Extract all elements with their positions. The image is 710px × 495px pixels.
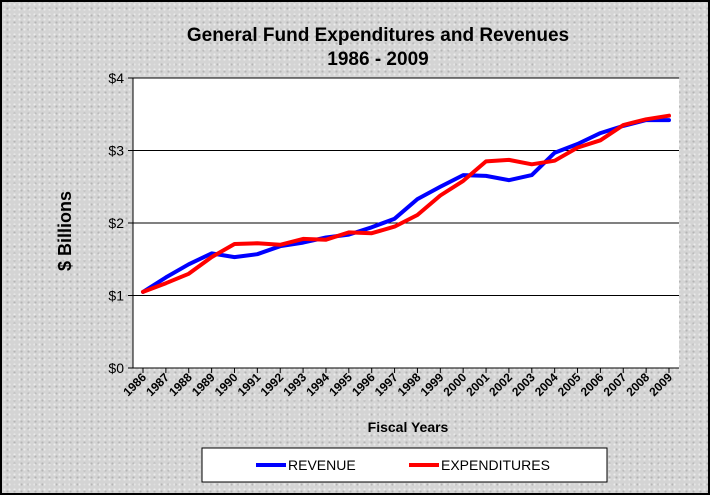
x-tick-label: 1987 xyxy=(143,370,172,399)
x-tick-label: 2008 xyxy=(623,370,652,399)
x-tick-label: 2003 xyxy=(509,370,538,399)
x-tick-label: 1995 xyxy=(326,370,355,399)
x-tick-label: 1986 xyxy=(120,370,149,399)
x-tick-label: 1994 xyxy=(303,370,332,399)
x-tick-label: 1988 xyxy=(166,370,195,399)
x-tick-label: 2007 xyxy=(601,370,630,399)
y-tick-label: $3 xyxy=(108,143,124,159)
x-tick-label: 2004 xyxy=(532,370,561,399)
x-tick-label: 1992 xyxy=(258,370,287,399)
legend-label-revenue: REVENUE xyxy=(288,457,356,473)
y-tick-label: $4 xyxy=(108,70,124,86)
x-axis-title: Fiscal Years xyxy=(368,419,449,435)
y-axis-title: $ Billions xyxy=(55,191,75,271)
x-tick-label: 2002 xyxy=(486,370,515,399)
x-tick-label: 2009 xyxy=(646,370,675,399)
series-line-revenue xyxy=(141,118,671,294)
x-tick-labels: 1986198719881989199019911992199319941995… xyxy=(120,368,675,399)
x-tick-label: 1998 xyxy=(395,370,424,399)
x-tick-label: 1999 xyxy=(418,370,447,399)
legend-label-expenditures: EXPENDITURES xyxy=(441,457,550,473)
x-tick-label: 2006 xyxy=(578,370,607,399)
y-tick-label: $0 xyxy=(108,360,124,376)
y-tick-label: $2 xyxy=(108,215,124,231)
x-tick-label: 1989 xyxy=(189,370,218,399)
x-tick-label: 1990 xyxy=(212,370,241,399)
x-tick-label: 1996 xyxy=(349,370,378,399)
x-tick-label: 2001 xyxy=(463,370,492,399)
y-tick-labels: $0 $1 $2 $3 $4 xyxy=(108,70,133,376)
chart-title: General Fund Expenditures and Revenues xyxy=(187,25,569,46)
series-lines xyxy=(141,113,671,294)
legend: REVENUE EXPENDITURES xyxy=(201,447,608,483)
x-tick-label: 2000 xyxy=(441,370,470,399)
x-tick-label: 1991 xyxy=(235,370,264,399)
x-tick-label: 2005 xyxy=(555,370,584,399)
x-tick-label: 1997 xyxy=(372,370,401,399)
series-line-expenditures xyxy=(141,113,671,294)
x-tick-label: 1993 xyxy=(280,370,309,399)
chart-subtitle: 1986 - 2009 xyxy=(327,49,428,70)
y-tick-label: $1 xyxy=(108,288,124,304)
